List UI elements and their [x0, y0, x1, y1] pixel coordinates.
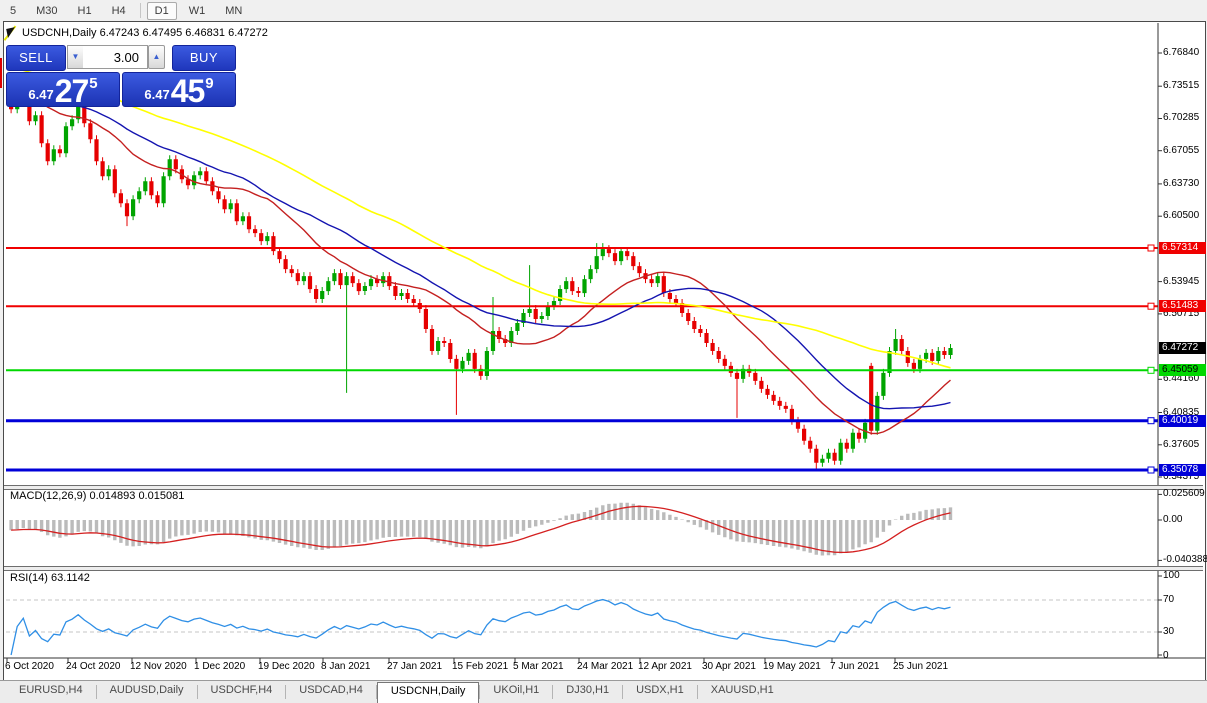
current-price-label: 6.47272	[1159, 342, 1206, 355]
chart-tab-dj30[interactable]: DJ30,H1	[566, 684, 610, 696]
price-tick-label: 6.40835	[1163, 406, 1200, 418]
date-tick-label: 8 Jan 2021	[321, 661, 371, 672]
price-tick-label: 6.50715	[1163, 307, 1200, 319]
price-tick-label: 6.73515	[1163, 80, 1200, 92]
price-tick-label: 6.63730	[1163, 177, 1200, 189]
macd-axis-label: 0.025609	[1163, 488, 1205, 500]
date-tick-label: 6 Oct 2020	[5, 661, 54, 672]
buy-price-prefix: 6.47	[144, 87, 170, 102]
macd-signal-value: 0.015081	[138, 490, 185, 502]
price-tick-label: 6.60500	[1163, 210, 1200, 222]
chart-cursor-icon	[3, 25, 19, 41]
tab-separator	[375, 685, 377, 699]
timeframe-toolbar: 5 M30 H1 H4 D1 W1 MN	[0, 0, 1207, 21]
timeframe-button-m30[interactable]: M30	[36, 4, 58, 17]
timeframe-button-5[interactable]: 5	[10, 4, 17, 17]
sell-price-big-digits: 27	[54, 73, 90, 109]
chart-ohlc-values: 6.47243 6.47495 6.46831 6.47272	[99, 27, 268, 39]
tab-separator	[479, 685, 481, 699]
tab-separator	[95, 685, 97, 699]
sell-price-button[interactable]: 6.47 27 5	[6, 72, 120, 107]
timeframe-button-mn[interactable]: MN	[225, 4, 243, 17]
price-tick-label: 6.34375	[1163, 471, 1200, 482]
sell-price-prefix: 6.47	[28, 87, 54, 102]
sell-button[interactable]: SELL	[6, 45, 66, 71]
date-tick-label: 24 Mar 2021	[577, 661, 634, 672]
tab-separator	[285, 685, 287, 699]
timeframe-button-h4[interactable]: H4	[111, 4, 126, 17]
rsi-axis-label: 70	[1163, 594, 1175, 605]
date-tick-label: 25 Jun 2021	[893, 661, 949, 672]
volume-decrease-button[interactable]: ▼	[67, 45, 84, 69]
left-edge-marker	[0, 58, 2, 88]
macd-main-value: 0.014893	[89, 490, 136, 502]
price-tick-label: 6.76840	[1163, 47, 1200, 58]
chart-tab-audusd[interactable]: AUDUSD,Daily	[109, 684, 184, 696]
rsi-axis-label: 30	[1163, 626, 1175, 637]
buy-price-pip-digit: 9	[205, 75, 214, 92]
date-tick-label: 19 May 2021	[763, 661, 821, 672]
hline-price-label: 6.51483	[1159, 300, 1206, 313]
tab-separator	[552, 685, 554, 699]
macd-axis-label: 0.00	[1163, 514, 1183, 525]
rsi-value: 63.1142	[50, 572, 90, 584]
date-tick-label: 7 Jun 2021	[830, 661, 880, 672]
rsi-indicator-label: RSI(14) 63.1142	[10, 572, 90, 584]
macd-indicator-label: MACD(12,26,9) 0.014893 0.015081	[10, 490, 185, 502]
chart-tab-xauusd[interactable]: XAUUSD,H1	[710, 684, 774, 696]
chart-title: USDCNH,Daily 6.47243 6.47495 6.46831 6.4…	[22, 27, 268, 39]
volume-input[interactable]	[83, 45, 148, 69]
buy-button[interactable]: BUY	[172, 45, 236, 71]
hline-price-label: 6.40019	[1159, 414, 1206, 427]
sell-price-pip-digit: 5	[89, 75, 98, 92]
price-tick-label: 6.70285	[1163, 112, 1200, 124]
date-tick-label: 30 Apr 2021	[702, 661, 756, 672]
date-tick-label: 24 Oct 2020	[66, 661, 121, 672]
price-tick-label: 6.37605	[1163, 438, 1200, 450]
macd-panel-splitter[interactable]	[4, 485, 1203, 490]
chart-tab-usdcnh[interactable]: USDCNH,Daily	[376, 682, 480, 703]
date-tick-label: 1 Dec 2020	[194, 661, 246, 672]
date-tick-label: 19 Dec 2020	[258, 661, 315, 672]
chart-tab-usdx[interactable]: USDX,H1	[636, 684, 684, 696]
chart-tab-usdchf[interactable]: USDCHF,H4	[210, 684, 273, 696]
date-tick-label: 12 Apr 2021	[638, 661, 692, 672]
toolbar-separator	[139, 3, 141, 18]
tab-separator	[696, 685, 698, 699]
date-tick-label: 12 Nov 2020	[130, 661, 187, 672]
chart-tab-ukoil[interactable]: UKOil,H1	[493, 684, 540, 696]
timeframe-button-d1[interactable]: D1	[146, 1, 177, 20]
hline-price-label: 6.35078	[1159, 463, 1206, 476]
volume-increase-button[interactable]: ▲	[148, 45, 165, 69]
hline-price-label: 6.45059	[1159, 364, 1206, 377]
tab-separator	[196, 685, 198, 699]
chart-tab-usdcad[interactable]: USDCAD,H4	[299, 684, 363, 696]
chart-tab-bar: EURUSD,H4 AUDUSD,Daily USDCHF,H4 USDCAD,H4 U…	[0, 680, 1207, 703]
date-tick-label: 5 Mar 2021	[513, 661, 564, 672]
timeframe-button-w1[interactable]: W1	[188, 4, 206, 17]
chart-symbol-label: USDCNH,Daily	[22, 27, 97, 39]
buy-price-big-digits: 45	[170, 73, 206, 109]
buy-price-button[interactable]: 6.47 45 9	[122, 72, 236, 107]
price-tick-label: 6.53945	[1163, 275, 1200, 287]
price-tick-label: 6.44160	[1163, 373, 1200, 385]
hline-price-label: 6.57314	[1159, 241, 1206, 254]
date-tick-label: 27 Jan 2021	[387, 661, 443, 672]
rsi-axis-label: 100	[1163, 570, 1180, 581]
rsi-panel-splitter[interactable]	[4, 566, 1203, 571]
date-tick-label: 15 Feb 2021	[452, 661, 509, 672]
price-tick-label: 6.67055	[1163, 144, 1200, 156]
rsi-axis-label: 0	[1163, 650, 1169, 661]
chart-tab-eurusd[interactable]: EURUSD,H4	[19, 684, 83, 696]
timeframe-button-h1[interactable]: H1	[77, 4, 92, 17]
macd-axis-label: -0.040388	[1163, 554, 1207, 566]
tab-separator	[622, 685, 624, 699]
